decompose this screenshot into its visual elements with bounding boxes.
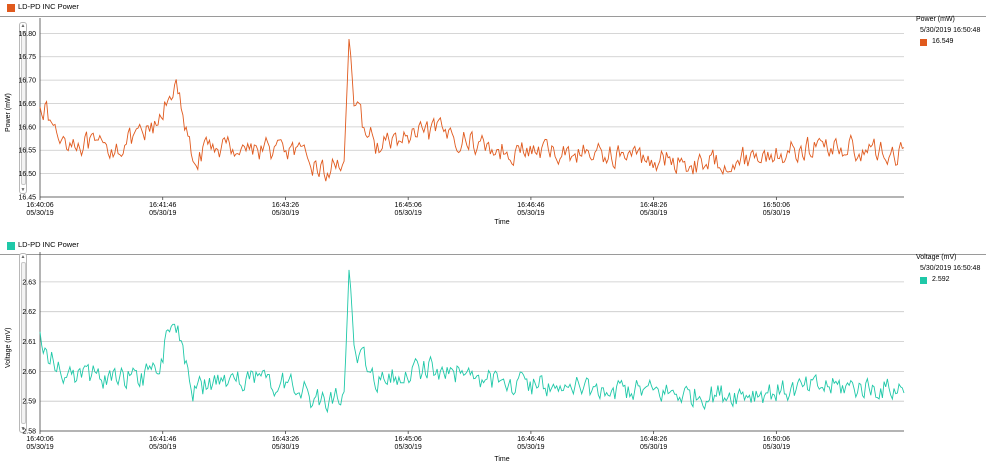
x-tick-label-time: 16:48:26 xyxy=(640,202,667,209)
y-tick-label: 16.60 xyxy=(18,124,36,131)
x-tick-label-date: 05/30/19 xyxy=(517,444,544,451)
y-tick-label: 16.80 xyxy=(18,31,36,38)
legend-timestamp: 5/30/2019 16:50:48 xyxy=(920,265,981,272)
x-tick-label-date: 05/30/19 xyxy=(763,444,790,451)
x-tick-label-time: 16:46:46 xyxy=(517,436,544,443)
y-tick-label: 16.65 xyxy=(18,101,36,108)
chart-title: LD-PD INC Power xyxy=(18,240,79,249)
scroll-down-icon[interactable]: ▼ xyxy=(20,426,26,432)
x-tick-label-time: 16:45:06 xyxy=(395,202,422,209)
series-color-swatch xyxy=(7,4,15,12)
vertical-zoom-scrollbar[interactable]: ▲ ▼ xyxy=(19,22,27,194)
x-axis-label: Time xyxy=(494,219,509,226)
x-tick-label-time: 16:50:06 xyxy=(763,436,790,443)
chart-header: LD-PD INC Power xyxy=(0,238,986,255)
x-tick-label-date: 05/30/19 xyxy=(26,210,53,217)
x-tick-label-time: 16:43:26 xyxy=(272,202,299,209)
y-tick-label: 2.60 xyxy=(22,369,36,376)
x-tick-label-date: 05/30/19 xyxy=(272,210,299,217)
voltage-line-chart[interactable]: 2.582.592.602.612.622.6316:40:0605/30/19… xyxy=(0,238,986,473)
y-tick-label: 2.62 xyxy=(22,309,36,316)
x-tick-label-date: 05/30/19 xyxy=(395,210,422,217)
legend-heading: Voltage (mV) xyxy=(916,254,957,261)
x-tick-label-time: 16:41:46 xyxy=(149,202,176,209)
scroll-down-icon[interactable]: ▼ xyxy=(20,187,26,193)
y-tick-label: 16.55 xyxy=(18,148,36,155)
voltage-chart-panel: LD-PD INC Power ▲ ▼ Voltage (mV) 2.58 2.5… xyxy=(0,238,986,473)
scroll-thumb[interactable] xyxy=(21,31,26,185)
power-chart-panel: LD-PD INC Power ▲ ▼ Power (mW) 16.45 16.5… xyxy=(0,0,986,238)
x-tick-label-date: 05/30/19 xyxy=(26,444,53,451)
legend-swatch xyxy=(920,39,927,46)
x-tick-label-time: 16:40:06 xyxy=(26,202,53,209)
legend-heading: Power (mW) xyxy=(916,16,955,23)
x-tick-label-date: 05/30/19 xyxy=(395,444,422,451)
legend-value: 2.592 xyxy=(932,276,950,283)
legend: Power (mW) 5/30/2019 16:50:48 16.549 xyxy=(916,15,986,55)
x-tick-label-date: 05/30/19 xyxy=(149,444,176,451)
legend-value: 16.549 xyxy=(932,38,954,45)
x-tick-label-date: 05/30/19 xyxy=(149,210,176,217)
vertical-zoom-scrollbar[interactable]: ▲ ▼ xyxy=(19,253,27,433)
x-tick-label-date: 05/30/19 xyxy=(272,444,299,451)
x-axis-label: Time xyxy=(494,456,509,463)
x-tick-label-time: 16:43:26 xyxy=(272,436,299,443)
y-tick-label: 2.59 xyxy=(22,399,36,406)
x-tick-label-date: 05/30/19 xyxy=(640,444,667,451)
y-tick-label: 16.50 xyxy=(18,171,36,178)
chart-title: LD-PD INC Power xyxy=(18,2,79,11)
power-line-chart[interactable]: 16.45 16.50 16.55 16.60 16.65 16.70 16.75 16.80… xyxy=(0,0,986,238)
x-tick-label-time: 16:45:06 xyxy=(395,436,422,443)
y-tick-label: 16.70 xyxy=(18,78,36,85)
x-tick-label-time: 16:46:46 xyxy=(517,202,544,209)
x-tick-label-time: 16:40:06 xyxy=(26,436,53,443)
series-line xyxy=(39,269,905,414)
y-tick-label: 16.75 xyxy=(18,54,36,61)
scroll-up-icon[interactable]: ▲ xyxy=(20,254,26,260)
y-tick-label: 2.61 xyxy=(22,339,36,346)
y-tick-label: 2.58 xyxy=(22,429,36,436)
x-tick-label-time: 16:48:26 xyxy=(640,436,667,443)
legend-swatch xyxy=(920,277,927,284)
y-tick-label: 2.63 xyxy=(22,279,36,286)
scroll-up-icon[interactable]: ▲ xyxy=(20,23,26,29)
y-tick-label: 16.45 xyxy=(18,195,36,202)
x-tick-label-time: 16:41:46 xyxy=(149,436,176,443)
x-tick-label-date: 05/30/19 xyxy=(763,210,790,217)
x-tick-label-date: 05/30/19 xyxy=(517,210,544,217)
series-color-swatch xyxy=(7,242,15,250)
x-tick-label-time: 16:50:06 xyxy=(763,202,790,209)
x-tick-label-date: 05/30/19 xyxy=(640,210,667,217)
scroll-thumb[interactable] xyxy=(21,262,26,424)
series-line xyxy=(39,38,905,182)
legend: Voltage (mV) 5/30/2019 16:50:48 2.592 xyxy=(916,253,986,293)
legend-timestamp: 5/30/2019 16:50:48 xyxy=(920,27,981,34)
chart-header: LD-PD INC Power xyxy=(0,0,986,17)
